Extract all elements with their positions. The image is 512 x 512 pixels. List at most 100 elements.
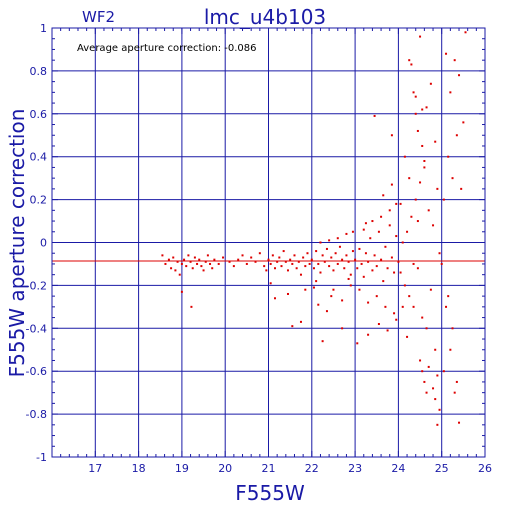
data-point [321,340,324,343]
data-point [434,140,437,143]
data-point [328,265,331,268]
y-tick-label: 0 [40,237,47,250]
data-point [217,262,220,265]
data-point [241,254,244,257]
data-point [282,250,285,253]
data-point [250,256,253,259]
data-point [183,258,186,261]
data-point [421,144,424,147]
data-point [209,262,212,265]
data-point [458,421,461,424]
data-point [406,335,409,338]
data-point [254,260,257,263]
data-point [436,423,439,426]
data-point [304,288,307,291]
data-point [373,254,376,257]
data-point [438,408,441,411]
data-point [412,91,415,94]
data-point [351,250,354,253]
data-point [196,262,199,265]
data-point [200,265,203,268]
data-point [408,177,411,180]
data-point [190,305,193,308]
x-tick-label: 21 [262,462,276,475]
data-point [310,258,313,261]
data-point [245,262,248,265]
data-point [442,198,445,201]
data-point [341,258,344,261]
data-point [170,267,173,270]
data-point [395,202,398,205]
x-tick-label: 17 [88,462,102,475]
data-point [276,260,279,263]
data-point [315,250,318,253]
data-point [302,256,305,259]
x-tick-label: 20 [218,462,232,475]
y-tick-label: 0.8 [30,65,48,78]
chip-label: WF2 [82,8,115,26]
data-point [167,258,170,261]
data-point [206,254,209,257]
data-point [317,303,320,306]
y-tick-label: -1 [36,451,47,464]
data-point [289,258,292,261]
data-point [356,342,359,345]
data-point [269,282,272,285]
data-point [286,269,289,272]
data-point [347,260,350,263]
data-point [453,391,456,394]
data-point [341,299,344,302]
data-points [161,31,467,426]
data-point [406,230,409,233]
data-point [371,220,374,223]
data-point [180,290,183,293]
data-point [408,59,411,62]
data-point [373,114,376,117]
data-point [367,301,370,304]
data-point [336,262,339,265]
data-point [453,59,456,62]
data-point [408,295,411,298]
data-point [328,239,331,242]
data-point [382,280,385,283]
data-point [330,256,333,259]
x-tick-label: 25 [435,462,449,475]
data-point [371,269,374,272]
data-point [222,256,225,259]
data-point [423,380,426,383]
data-point [291,325,294,328]
data-point [336,237,339,240]
data-point [421,316,424,319]
x-tick-label: 19 [175,462,189,475]
data-point [297,260,300,263]
data-point [338,245,341,248]
data-point [325,310,328,313]
data-point [421,108,424,111]
data-point [263,265,266,268]
data-point [401,305,404,308]
data-point [423,159,426,162]
data-point [395,318,398,321]
data-point [390,134,393,137]
y-tick-label: 0.4 [30,151,48,164]
data-point [423,166,426,169]
data-point [258,252,261,255]
data-point [384,305,387,308]
data-point [356,267,359,270]
data-point [319,241,322,244]
data-point [455,380,458,383]
data-point [386,267,389,270]
data-point [343,267,346,270]
y-tick-label: 0.2 [30,194,48,207]
data-point [436,187,439,190]
data-point [390,183,393,186]
data-point [445,52,448,55]
x-tick-label: 24 [391,462,405,475]
data-point [198,258,201,261]
data-point [425,106,428,109]
data-point [412,262,415,265]
data-point [204,260,207,263]
data-point [382,194,385,197]
data-point [410,63,413,66]
data-point [369,237,372,240]
